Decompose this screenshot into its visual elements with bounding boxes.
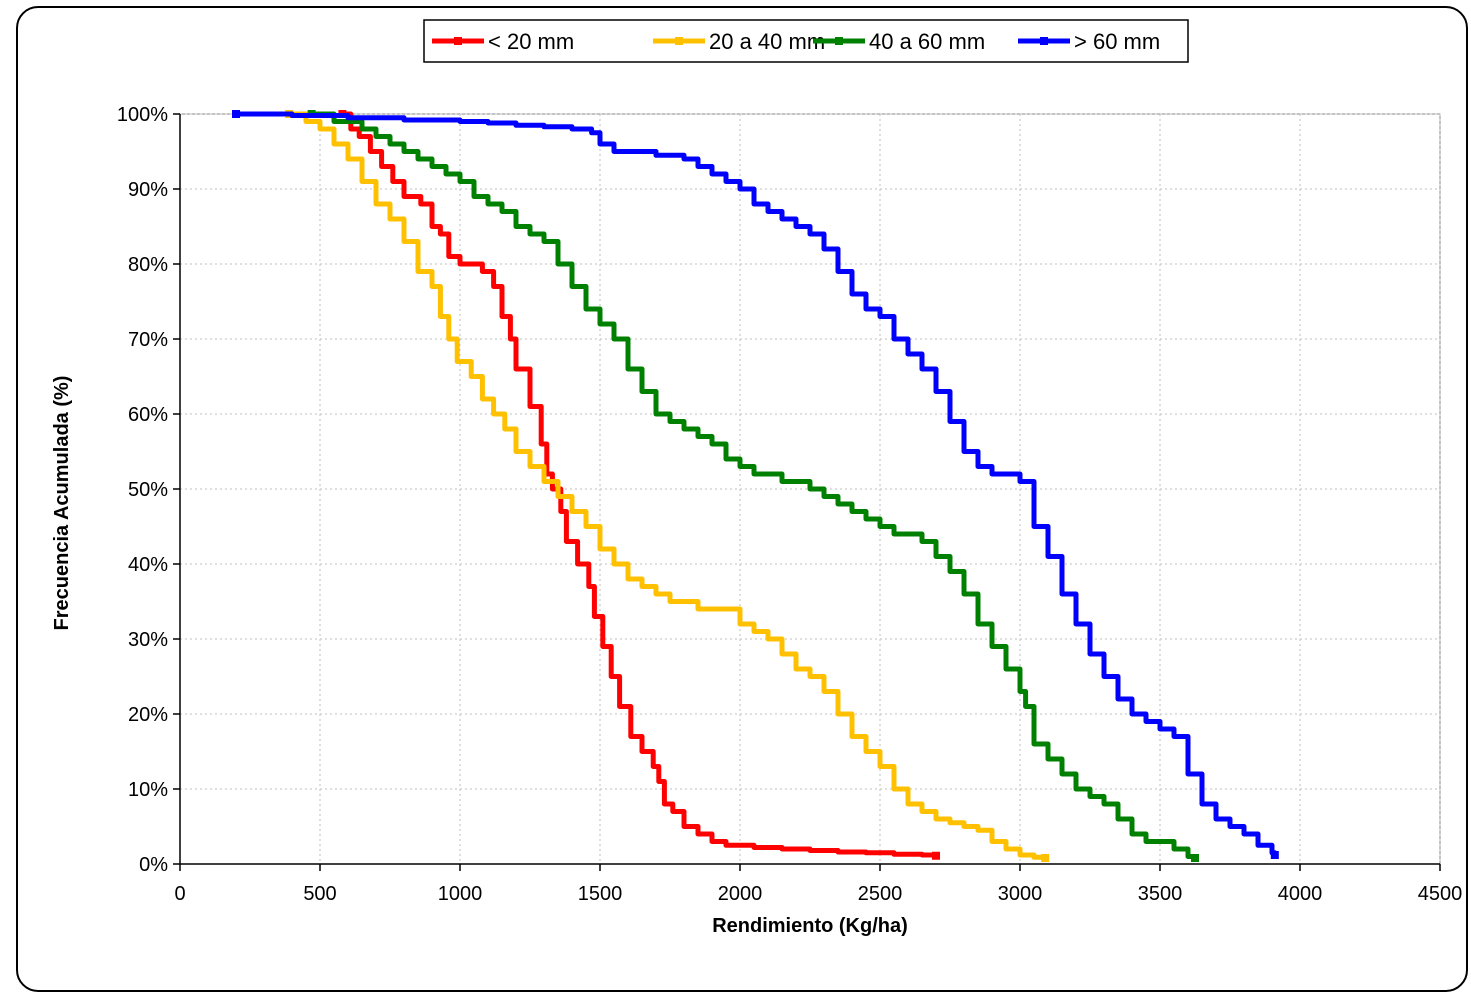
series-marker-4: [1270, 851, 1279, 859]
x-tick-label: 4500: [1418, 883, 1463, 905]
legend-marker-1: [454, 37, 462, 45]
y-tick-label: 60%: [128, 404, 168, 426]
x-tick-label: 1500: [578, 883, 623, 905]
y-tick-label: 30%: [128, 629, 168, 651]
y-tick-label: 40%: [128, 554, 168, 576]
legend-marker-2: [675, 37, 683, 45]
series-group: [232, 110, 1279, 862]
gridlines: [180, 113, 1441, 864]
legend-label-3: 40 a 60 mm: [869, 29, 985, 54]
x-tick-label: 3000: [998, 883, 1043, 905]
y-axis-title: Frecuencia Acumulada (%): [51, 376, 73, 631]
y-tick-label: 50%: [128, 479, 168, 501]
legend: < 20 mm 20 a 40 mm 40 a 60 mm > 60 mm: [423, 19, 1189, 63]
y-tick-label: 90%: [128, 179, 168, 201]
y-tick-label: 70%: [128, 329, 168, 351]
chart-svg: 0% 10% 20% 30% 40% 50% 60% 70% 80% 90% 100% 0 500 10…: [51, 19, 1462, 937]
series-line-3: [309, 111, 1198, 861]
series-marker-2: [1041, 854, 1050, 862]
series-marker-1: [932, 851, 940, 860]
series-marker-3: [1191, 854, 1199, 862]
legend-label-1: < 20 mm: [488, 29, 574, 54]
series-marker-4: [232, 110, 240, 118]
chart-frame: 0% 10% 20% 30% 40% 50% 60% 70% 80% 90% 100% 0 500 10…: [16, 6, 1468, 992]
legend-marker-3: [835, 37, 843, 45]
x-tick-label: 1000: [438, 883, 483, 905]
y-tick-label: 0%: [139, 854, 168, 876]
legend-marker-4: [1040, 37, 1048, 45]
legend-label-2: 20 a 40 mm: [709, 29, 825, 54]
y-tick-label: 20%: [128, 704, 168, 726]
x-axis-ticks: 0 500 1000 1500 2000 2500 3000 3500 4000 4500: [174, 864, 1462, 905]
x-tick-label: 500: [303, 883, 336, 905]
series-line-2: [286, 111, 1048, 861]
x-tick-label: 2500: [858, 883, 903, 905]
legend-label-4: > 60 mm: [1074, 29, 1160, 54]
x-tick-label: 3500: [1138, 883, 1183, 905]
y-tick-label: 100%: [117, 104, 168, 126]
x-tick-label: 4000: [1278, 883, 1323, 905]
y-tick-label: 10%: [128, 779, 168, 801]
x-axis-title: Rendimiento (Kg/ha): [712, 915, 908, 937]
y-axis-ticks: 0% 10% 20% 30% 40% 50% 60% 70% 80% 90% 100%: [117, 104, 180, 876]
x-tick-label: 0: [174, 883, 185, 905]
series-line-4: [233, 111, 1278, 858]
x-tick-label: 2000: [718, 883, 763, 905]
series-line-1: [339, 111, 939, 859]
y-tick-label: 80%: [128, 254, 168, 276]
